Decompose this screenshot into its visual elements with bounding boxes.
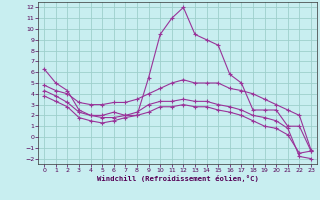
X-axis label: Windchill (Refroidissement éolien,°C): Windchill (Refroidissement éolien,°C)	[97, 175, 259, 182]
